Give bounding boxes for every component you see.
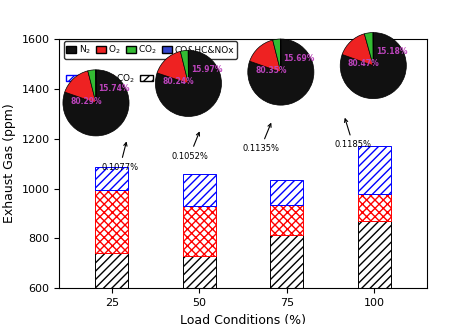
Wedge shape: [342, 34, 374, 66]
Wedge shape: [63, 70, 129, 136]
Text: 80.35%: 80.35%: [255, 66, 287, 75]
X-axis label: Load Conditions (%): Load Conditions (%): [180, 314, 306, 324]
Bar: [95, 168, 128, 190]
Wedge shape: [248, 39, 314, 105]
Text: 80.47%: 80.47%: [347, 60, 379, 68]
Bar: [182, 206, 216, 256]
Text: 80.29%: 80.29%: [70, 97, 102, 106]
Bar: [357, 146, 391, 193]
Text: 15.69%: 15.69%: [283, 54, 315, 63]
Wedge shape: [181, 51, 189, 84]
Legend: CO, CO$_2$, NOx: CO, CO$_2$, NOx: [64, 70, 177, 87]
Bar: [95, 190, 128, 253]
Text: 0.1077%: 0.1077%: [101, 143, 138, 172]
Bar: [182, 256, 216, 288]
Text: 15.18%: 15.18%: [376, 47, 407, 56]
Text: 0.1052%: 0.1052%: [171, 133, 208, 161]
Text: 0.1185%: 0.1185%: [335, 119, 372, 149]
Wedge shape: [157, 52, 189, 84]
Bar: [270, 180, 303, 205]
Bar: [182, 174, 216, 206]
Bar: [357, 193, 391, 221]
Y-axis label: Exhaust Gas (ppm): Exhaust Gas (ppm): [3, 104, 16, 224]
Wedge shape: [340, 33, 406, 98]
Wedge shape: [365, 33, 374, 66]
Bar: [357, 221, 391, 288]
Text: 80.24%: 80.24%: [163, 77, 194, 86]
Wedge shape: [88, 70, 96, 103]
Wedge shape: [273, 39, 281, 72]
Text: 0.1135%: 0.1135%: [242, 124, 279, 153]
Wedge shape: [250, 40, 281, 72]
Wedge shape: [65, 71, 96, 103]
Bar: [270, 235, 303, 288]
Wedge shape: [155, 51, 221, 117]
Bar: [95, 253, 128, 288]
Text: 15.97%: 15.97%: [191, 65, 222, 74]
Bar: [270, 205, 303, 235]
Text: 15.74%: 15.74%: [99, 85, 130, 94]
